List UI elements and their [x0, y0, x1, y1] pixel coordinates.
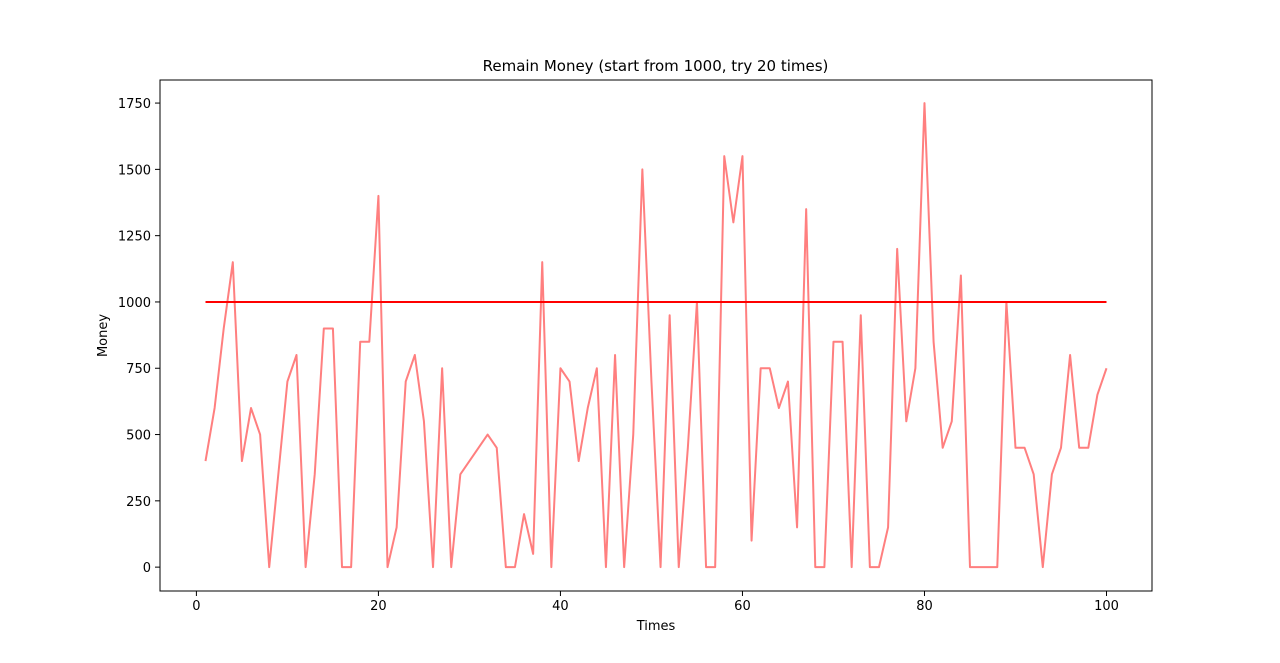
x-axis-label: Times	[636, 619, 676, 634]
y-tick-label: 750	[126, 362, 151, 377]
series-line-1	[204, 102, 1108, 569]
y-tick-label: 0	[143, 561, 151, 576]
y-axis-label: Money	[96, 314, 111, 357]
x-tick-label: 80	[916, 599, 933, 614]
plot-frame	[159, 79, 1153, 592]
x-tick-label: 100	[1094, 599, 1119, 614]
y-tick-label: 500	[126, 429, 151, 444]
chart-title: Remain Money (start from 1000, try 20 ti…	[483, 57, 829, 75]
x-tick-label: 0	[192, 599, 200, 614]
y-tick-label: 250	[126, 495, 151, 510]
y-tick-label: 1500	[118, 163, 151, 178]
y-tick-label: 1000	[118, 296, 151, 311]
x-tick-label: 40	[552, 599, 569, 614]
x-tick-label: 60	[734, 599, 751, 614]
x-tick-label: 20	[370, 599, 387, 614]
y-tick-label: 1750	[118, 97, 151, 112]
y-tick-label: 1250	[118, 230, 151, 245]
